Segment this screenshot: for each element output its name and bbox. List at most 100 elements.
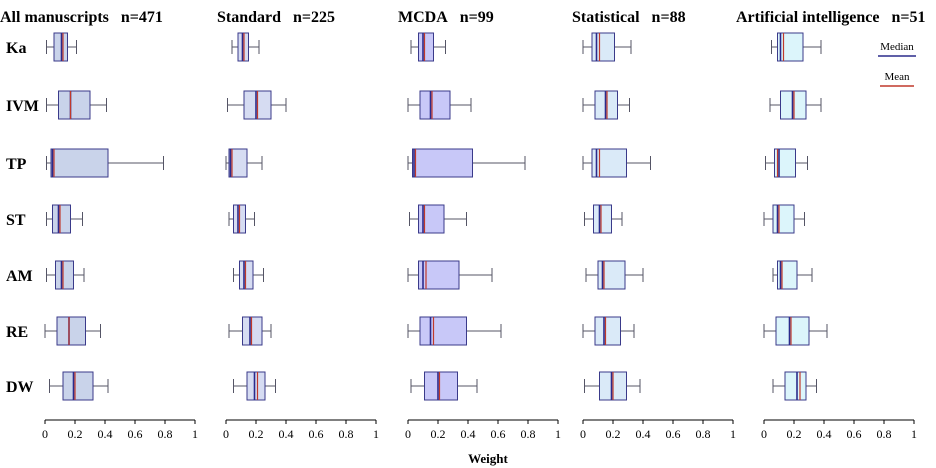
box-2-ivm bbox=[407, 90, 472, 120]
x-axis-1: 0 0.2 0.4 0.6 0.8 1 bbox=[223, 419, 379, 441]
tick-label: 0.2 bbox=[249, 427, 264, 441]
tick-label: 0.6 bbox=[309, 427, 324, 441]
box-3-tp bbox=[582, 148, 651, 178]
iqr-box bbox=[593, 204, 612, 234]
x-axis-0: 0 0.2 0.4 0.6 0.8 1 bbox=[42, 419, 198, 441]
x-axis-3: 0 0.2 0.4 0.6 0.8 1 bbox=[580, 419, 736, 441]
iqr-box bbox=[62, 371, 94, 401]
iqr-box bbox=[55, 260, 74, 290]
x-axis-label: Weight bbox=[468, 451, 508, 466]
tick-label: 0.6 bbox=[491, 427, 506, 441]
tick-label: 0.8 bbox=[158, 427, 173, 441]
box-0-re bbox=[44, 316, 101, 346]
box-0-am bbox=[46, 260, 85, 290]
box-4-am bbox=[772, 260, 813, 290]
category-label-tp: TP bbox=[6, 156, 27, 173]
box-0-ka bbox=[46, 32, 77, 62]
iqr-box bbox=[242, 316, 263, 346]
panel-title-3: Statistical n=88 bbox=[572, 9, 686, 26]
tick-label: 0 bbox=[42, 427, 48, 441]
iqr-box bbox=[50, 148, 109, 178]
box-1-st bbox=[228, 204, 255, 234]
iqr-box bbox=[52, 204, 71, 234]
iqr-box bbox=[246, 371, 266, 401]
box-3-ka bbox=[582, 32, 632, 62]
tick-label: 0 bbox=[223, 427, 229, 441]
tick-label: 1 bbox=[192, 427, 198, 441]
iqr-box bbox=[419, 90, 451, 120]
category-label-ivm: IVM bbox=[6, 98, 39, 115]
legend-mean-label: Mean bbox=[884, 71, 910, 83]
iqr-box bbox=[772, 204, 795, 234]
box-2-am bbox=[407, 260, 493, 290]
iqr-box bbox=[594, 316, 621, 346]
tick-label: 0.6 bbox=[666, 427, 681, 441]
box-3-st bbox=[584, 204, 623, 234]
iqr-box bbox=[777, 32, 804, 62]
iqr-box bbox=[775, 316, 810, 346]
iqr-box bbox=[784, 371, 807, 401]
iqr-box bbox=[419, 316, 467, 346]
panel-title-2: MCDA n=99 bbox=[398, 9, 494, 26]
box-0-st bbox=[46, 204, 83, 234]
panel-title-0: All manuscripts n=471 bbox=[0, 9, 163, 26]
tick-label: 0.2 bbox=[431, 427, 446, 441]
box-2-ka bbox=[410, 32, 446, 62]
tick-label: 0.6 bbox=[847, 427, 862, 441]
box-2-st bbox=[409, 204, 467, 234]
box-2-tp bbox=[407, 148, 526, 178]
iqr-box bbox=[424, 371, 458, 401]
panel-title-4: Artificial intelligence n=51 bbox=[736, 9, 926, 26]
iqr-box bbox=[56, 316, 86, 346]
tick-label: 0.4 bbox=[461, 427, 476, 441]
box-4-dw bbox=[772, 371, 817, 401]
category-label-st: ST bbox=[6, 212, 26, 229]
box-0-tp bbox=[46, 148, 164, 178]
tick-label: 0.4 bbox=[98, 427, 113, 441]
tick-label: 0.8 bbox=[877, 427, 892, 441]
x-axis-2: 0 0.2 0.4 0.6 0.8 1 bbox=[405, 419, 561, 441]
tick-label: 0.4 bbox=[279, 427, 294, 441]
tick-label: 1 bbox=[911, 427, 917, 441]
legend-median-label: Median bbox=[880, 41, 914, 53]
box-3-dw bbox=[584, 371, 641, 401]
tick-label: 0 bbox=[761, 427, 767, 441]
tick-label: 0.8 bbox=[521, 427, 536, 441]
tick-label: 0.4 bbox=[817, 427, 832, 441]
category-label-re: RE bbox=[6, 324, 28, 341]
box-0-dw bbox=[49, 371, 109, 401]
box-3-am bbox=[585, 260, 644, 290]
box-4-ka bbox=[771, 32, 822, 62]
box-2-re bbox=[407, 316, 502, 346]
tick-label: 0.2 bbox=[606, 427, 621, 441]
box-1-ka bbox=[231, 32, 260, 62]
box-3-ivm bbox=[582, 90, 630, 120]
tick-label: 0.8 bbox=[696, 427, 711, 441]
tick-label: 0.2 bbox=[787, 427, 802, 441]
box-4-st bbox=[763, 204, 805, 234]
iqr-box bbox=[228, 148, 248, 178]
box-1-ivm bbox=[227, 90, 287, 120]
tick-label: 1 bbox=[555, 427, 561, 441]
category-label-ka: Ka bbox=[6, 40, 26, 57]
box-2-dw bbox=[410, 371, 478, 401]
box-0-ivm bbox=[46, 90, 107, 120]
iqr-box bbox=[591, 32, 615, 62]
box-4-ivm bbox=[769, 90, 822, 120]
iqr-box bbox=[239, 260, 254, 290]
tick-label: 0.8 bbox=[339, 427, 354, 441]
tick-label: 0 bbox=[405, 427, 411, 441]
x-axis-4: 0 0.2 0.4 0.6 0.8 1 bbox=[761, 419, 917, 441]
iqr-box bbox=[418, 32, 434, 62]
tick-label: 0.4 bbox=[636, 427, 651, 441]
tick-label: 0.2 bbox=[68, 427, 83, 441]
tick-label: 1 bbox=[730, 427, 736, 441]
tick-label: 0 bbox=[580, 427, 586, 441]
tick-label: 0.6 bbox=[128, 427, 143, 441]
iqr-box bbox=[591, 148, 627, 178]
panel-title-1: Standard n=225 bbox=[217, 9, 335, 26]
category-label-am: AM bbox=[6, 268, 33, 285]
box-4-tp bbox=[765, 148, 808, 178]
box-1-tp bbox=[225, 148, 263, 178]
